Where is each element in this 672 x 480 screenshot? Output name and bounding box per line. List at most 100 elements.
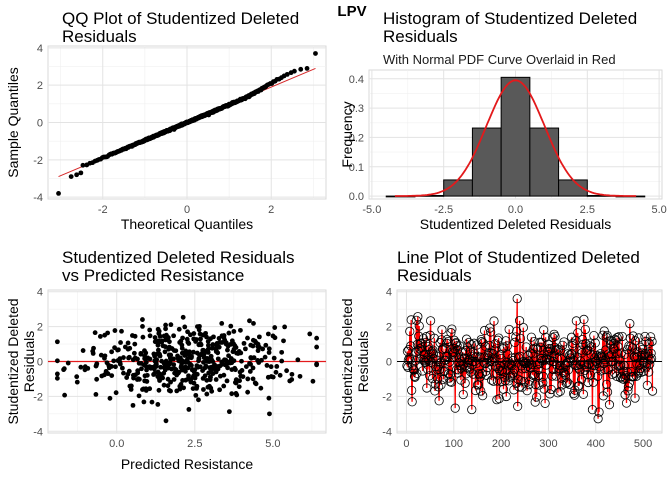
residual-marker (414, 331, 424, 341)
residual-marker (646, 348, 656, 358)
histogram-bar (500, 76, 531, 197)
histogram-bar (471, 127, 502, 197)
x-axis-label: Studentized Deleted Residuals (420, 216, 611, 232)
x-axis-label: Predicted Resistance (121, 456, 254, 472)
residual-marker (533, 364, 543, 374)
residual-marker (538, 378, 548, 388)
residual-marker (564, 357, 574, 368)
residual-point (187, 349, 192, 355)
residual-point (205, 339, 211, 344)
residual-point (247, 318, 252, 324)
residual-marker (439, 366, 449, 377)
residual-marker (436, 335, 447, 345)
qq-point (78, 170, 84, 176)
residual-marker (405, 354, 415, 365)
residual-point (171, 377, 177, 382)
residual-point (243, 364, 249, 370)
residual-point (147, 327, 153, 333)
residual-point (99, 373, 105, 379)
residual-marker (425, 371, 435, 381)
residual-point (106, 362, 112, 368)
residual-marker (436, 380, 446, 390)
residual-marker (485, 323, 495, 333)
residual-point (176, 369, 182, 375)
residual-point (247, 369, 253, 374)
residual-point (219, 321, 225, 326)
residual-point (268, 364, 274, 370)
residual-point (117, 361, 123, 367)
residual-point (143, 359, 149, 365)
residual-marker (525, 358, 535, 368)
y-tick-label: -4 (33, 192, 43, 204)
y-tick-label: 4 (37, 287, 43, 299)
residual-point (239, 358, 244, 364)
residual-point (62, 392, 68, 398)
residual-point (144, 379, 150, 384)
residual-marker (589, 330, 599, 341)
residual-marker (529, 371, 539, 381)
residual-point (226, 330, 232, 336)
residual-marker (647, 386, 658, 396)
residual-marker (640, 331, 650, 342)
residual-point (271, 355, 277, 361)
residual-point (314, 335, 320, 341)
residual-point (237, 378, 242, 384)
qq-point (313, 51, 318, 56)
residual-point (115, 358, 121, 364)
residual-marker (431, 351, 441, 361)
residual-point (217, 387, 223, 393)
x-tick-label: -2 (98, 204, 108, 216)
residual-point (131, 350, 137, 356)
x-tick-label: 2.5 (580, 204, 595, 216)
residual-marker (512, 294, 522, 304)
residual-point (314, 362, 320, 368)
residual-point (231, 358, 237, 364)
residual-marker (519, 377, 529, 387)
y-tick-label: -4 (33, 426, 43, 438)
residual-marker (514, 316, 525, 326)
residual-marker (515, 333, 526, 344)
residual-marker (527, 359, 537, 370)
residual-point (186, 407, 192, 412)
residual-point (191, 331, 197, 336)
qq-point (80, 162, 86, 168)
residual-point (102, 355, 107, 361)
residual-marker (497, 366, 508, 377)
residual-marker (571, 316, 581, 326)
residual-marker (478, 391, 488, 401)
residual-point (221, 383, 227, 389)
residual-marker (445, 377, 455, 387)
residual-point (274, 364, 280, 369)
y-tick-label: 0.4 (349, 74, 364, 86)
residual-point (54, 339, 60, 345)
residual-point (156, 328, 162, 334)
residual-marker (623, 386, 633, 396)
residual-marker (630, 336, 641, 346)
residual-marker (488, 349, 498, 359)
residual-point (78, 364, 84, 370)
residual-point (156, 387, 162, 393)
residual-point (226, 409, 232, 415)
residual-point (147, 333, 153, 339)
residual-marker (517, 382, 527, 393)
figure-super-title: LPV (337, 3, 366, 20)
residual-point (128, 387, 134, 392)
residual-point (220, 361, 226, 367)
residual-marker (422, 383, 432, 393)
residual-marker (450, 403, 460, 413)
residual-point (195, 324, 200, 329)
residual-point (165, 376, 171, 382)
panel-title: QQ Plot of Studentized Deleted (62, 9, 299, 28)
residual-marker (534, 359, 545, 369)
y-axis-label: Studentized Deleted (339, 298, 355, 424)
residual-point (140, 334, 146, 340)
residual-marker (642, 380, 652, 390)
residual-marker (494, 394, 504, 404)
residual-point (201, 355, 207, 361)
residual-point (167, 344, 172, 350)
residual-point (209, 364, 214, 370)
residual-marker (562, 377, 572, 387)
residual-point (54, 375, 60, 381)
qq-point (298, 66, 304, 72)
residual-marker (631, 353, 641, 363)
